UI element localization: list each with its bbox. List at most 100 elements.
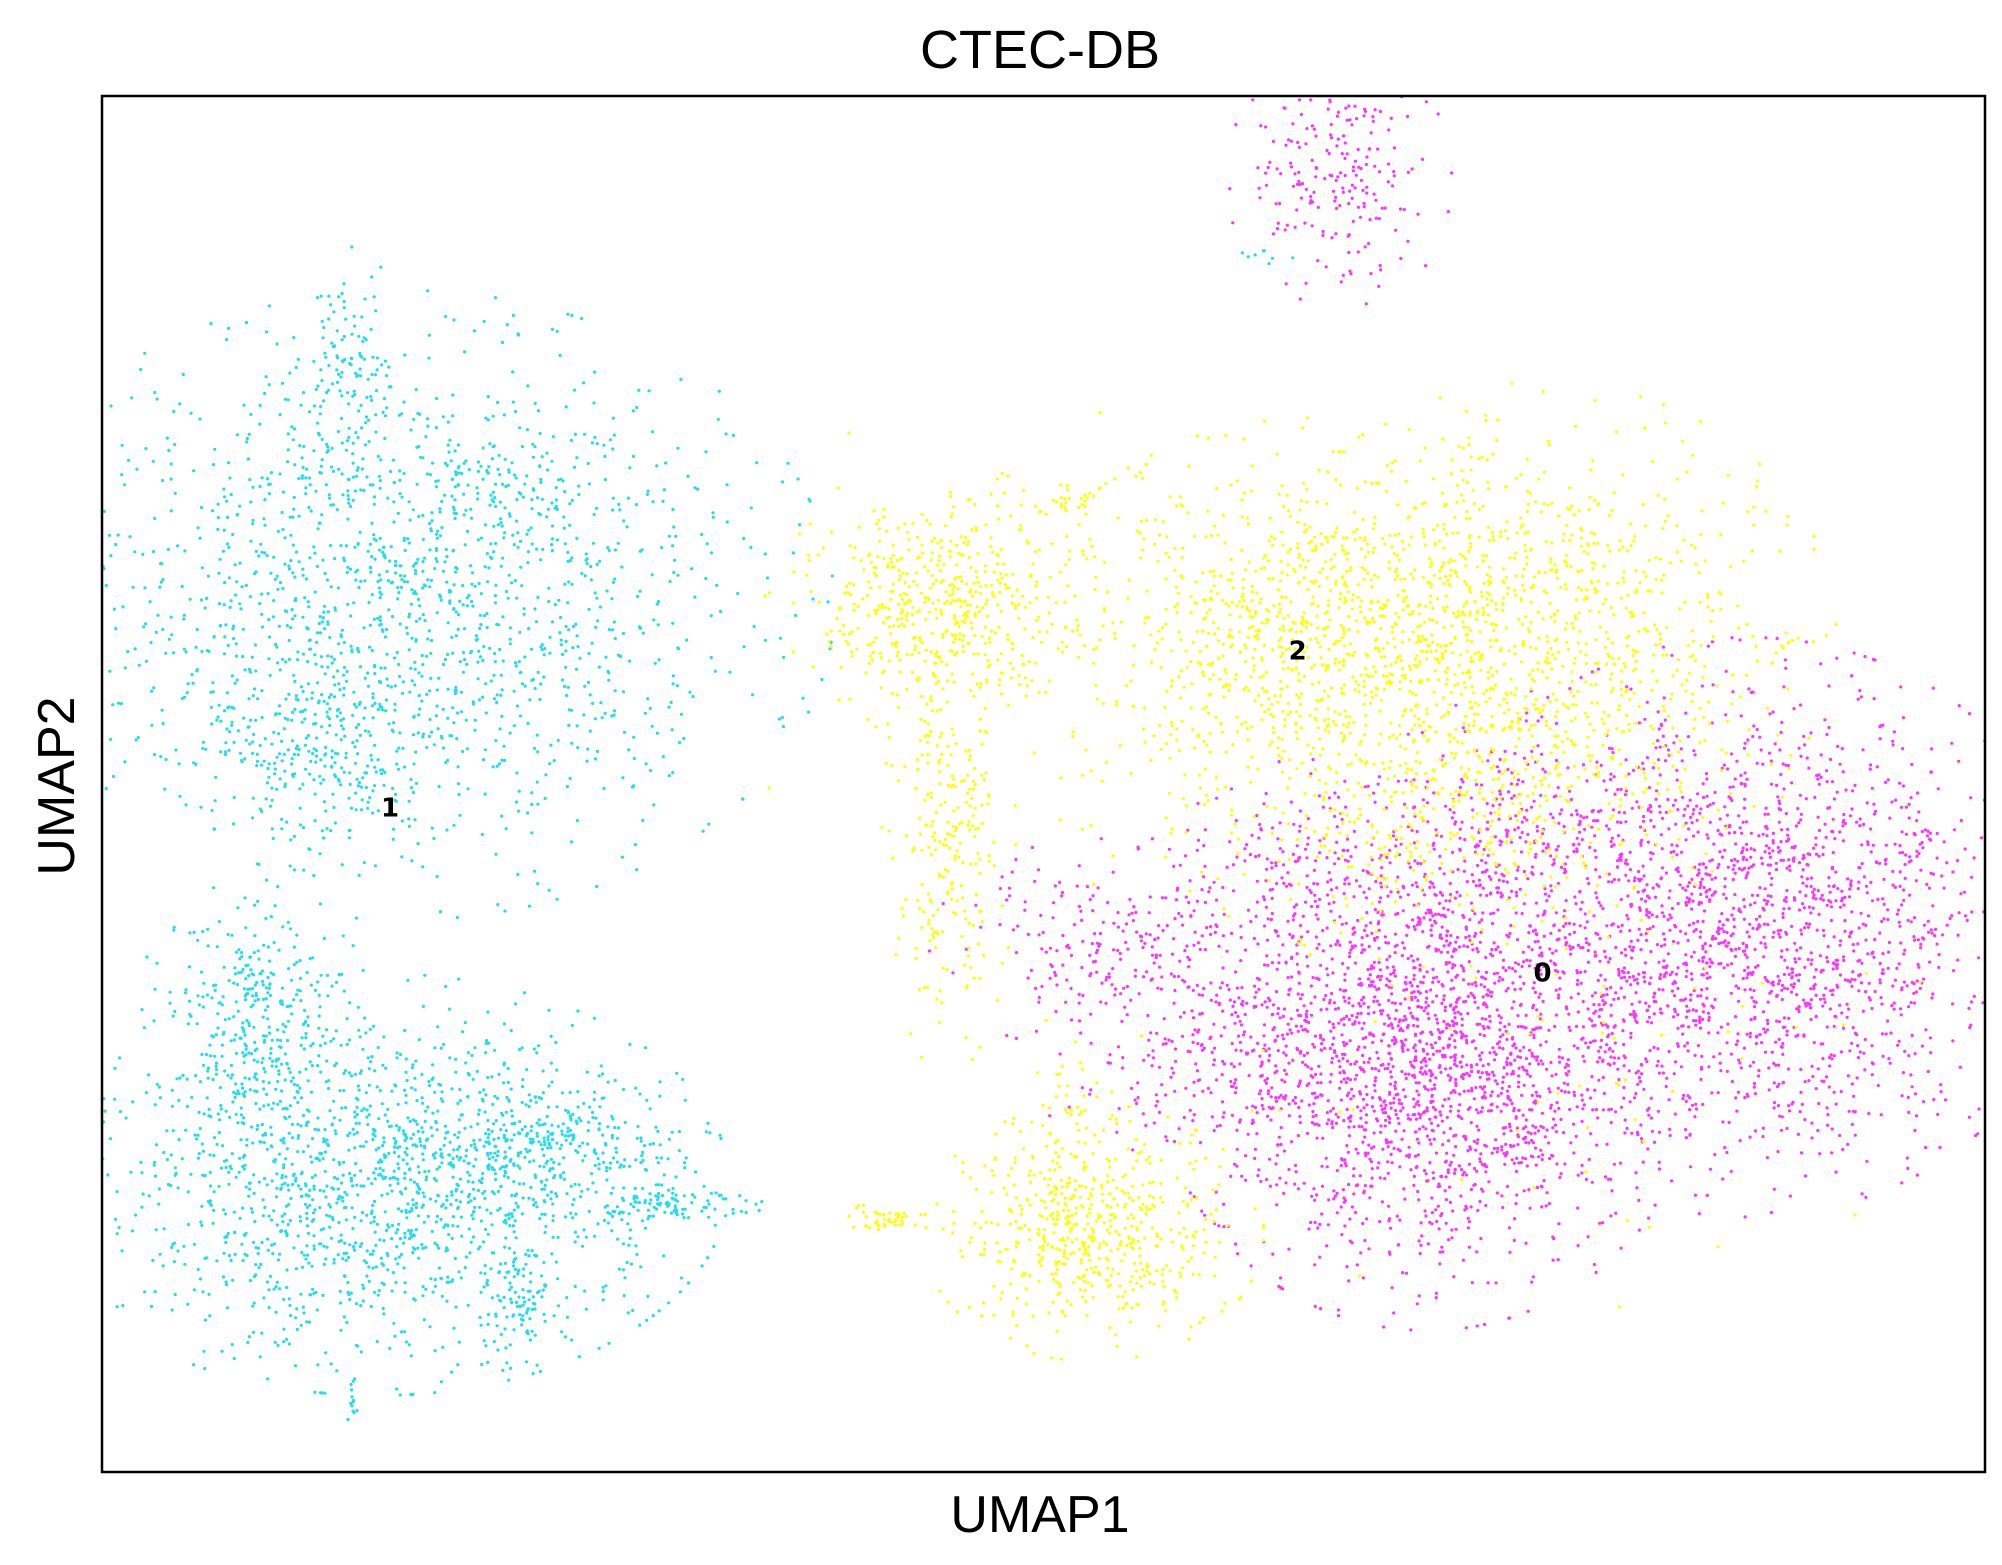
point-cluster-0 [1799, 946, 1803, 950]
point-cluster-1 [244, 738, 248, 742]
point-cluster-0 [1347, 250, 1351, 255]
point-cluster-0 [1891, 869, 1895, 874]
point-cluster-0 [1529, 1132, 1533, 1136]
point-cluster-0 [1605, 1142, 1609, 1146]
point-cluster-0 [1410, 167, 1414, 171]
point-cluster-0 [1342, 1077, 1346, 1081]
point-cluster-0 [1269, 1095, 1273, 1099]
point-cluster-0 [1741, 846, 1745, 850]
point-cluster-0 [1514, 961, 1518, 965]
point-cluster-0 [1454, 1145, 1458, 1149]
point-cluster-0 [1564, 941, 1568, 945]
point-cluster-0 [1540, 1205, 1544, 1209]
point-cluster-1 [373, 557, 377, 561]
point-cluster-0 [1607, 872, 1611, 876]
point-cluster-0 [1230, 1042, 1234, 1046]
point-cluster-0 [1167, 1038, 1171, 1042]
point-cluster-0 [1126, 947, 1130, 951]
point-cluster-0 [1265, 857, 1269, 861]
point-cluster-0 [1660, 1064, 1664, 1068]
point-cluster-0 [1428, 1057, 1432, 1061]
point-cluster-0 [1386, 1171, 1390, 1175]
point-cluster-0 [1318, 1033, 1323, 1037]
point-cluster-0 [1681, 1097, 1685, 1101]
point-cluster-0 [1061, 933, 1065, 938]
point-cluster-0 [1310, 124, 1314, 128]
point-cluster-0 [1506, 1094, 1510, 1098]
point-cluster-0 [1811, 846, 1816, 850]
point-cluster-0 [1575, 849, 1579, 854]
point-cluster-0 [1649, 818, 1653, 823]
point-cluster-0 [1342, 1023, 1346, 1027]
point-cluster-0 [1356, 250, 1360, 254]
point-cluster-0 [1407, 1072, 1411, 1076]
point-cluster-0 [1618, 1161, 1623, 1165]
point-cluster-0 [1325, 1122, 1329, 1126]
point-cluster-0 [1568, 932, 1572, 936]
point-cluster-0 [1464, 927, 1468, 931]
point-cluster-0 [1644, 1057, 1648, 1061]
point-cluster-0 [1563, 867, 1567, 871]
point-cluster-0 [1314, 1072, 1318, 1076]
point-cluster-0 [1492, 941, 1496, 945]
point-cluster-0 [1777, 850, 1781, 854]
point-cluster-0 [1192, 909, 1196, 913]
point-cluster-0 [1558, 1060, 1562, 1064]
point-cluster-0 [1553, 969, 1557, 973]
point-cluster-0 [1483, 977, 1488, 981]
point-cluster-0 [1048, 1114, 1052, 1118]
point-cluster-0 [1135, 930, 1139, 934]
point-cluster-0 [1801, 868, 1805, 872]
point-cluster-0 [1481, 1087, 1485, 1091]
point-cluster-1 [492, 550, 496, 554]
point-cluster-0 [1154, 953, 1158, 957]
point-cluster-0 [1676, 1026, 1680, 1030]
point-cluster-0 [1707, 1018, 1711, 1022]
point-cluster-0 [1480, 1106, 1484, 1110]
point-cluster-0 [1262, 898, 1267, 902]
point-cluster-0 [1619, 1105, 1624, 1109]
point-cluster-0 [1221, 1059, 1225, 1064]
point-cluster-0 [1357, 983, 1361, 987]
point-cluster-0 [1242, 1030, 1246, 1034]
point-cluster-0 [1560, 1056, 1564, 1060]
point-cluster-0 [1588, 1017, 1592, 1021]
point-cluster-0 [1794, 824, 1798, 828]
point-cluster-0 [1740, 868, 1744, 872]
point-cluster-0 [1412, 1046, 1416, 1050]
point-cluster-0 [1772, 930, 1776, 935]
point-cluster-0 [1383, 1106, 1387, 1110]
point-cluster-0 [1431, 1105, 1435, 1109]
point-cluster-0 [1752, 848, 1756, 852]
point-cluster-0 [1878, 931, 1882, 935]
point-cluster-0 [1230, 1013, 1234, 1017]
point-cluster-0 [1370, 1032, 1374, 1037]
point-cluster-0 [1746, 965, 1750, 970]
point-cluster-0 [1609, 1003, 1613, 1007]
point-cluster-0 [1186, 1049, 1190, 1053]
point-cluster-1 [342, 640, 346, 645]
point-cluster-0 [1637, 972, 1641, 976]
point-cluster-0 [1384, 1118, 1388, 1122]
point-cluster-0 [1444, 899, 1448, 903]
point-cluster-0 [1539, 1148, 1543, 1152]
point-cluster-0 [1515, 1156, 1519, 1160]
point-cluster-0 [1348, 269, 1352, 273]
point-cluster-0 [1535, 963, 1539, 967]
point-cluster-0 [1520, 911, 1524, 916]
point-cluster-0 [1034, 1029, 1039, 1033]
point-cluster-0 [1562, 1081, 1566, 1085]
point-cluster-0 [1779, 772, 1783, 777]
point-cluster-0 [1850, 1041, 1854, 1045]
point-cluster-0 [1434, 1115, 1438, 1119]
point-cluster-0 [1509, 1145, 1513, 1149]
point-cluster-0 [1435, 994, 1439, 998]
point-cluster-0 [1287, 1114, 1291, 1118]
point-cluster-0 [1180, 1034, 1185, 1038]
point-cluster-0 [1951, 870, 1955, 874]
point-cluster-0 [1510, 1102, 1514, 1106]
point-cluster-0 [1221, 1100, 1225, 1104]
point-cluster-0 [1576, 1046, 1580, 1050]
point-cluster-0 [1503, 1025, 1507, 1029]
point-cluster-0 [1619, 976, 1624, 980]
